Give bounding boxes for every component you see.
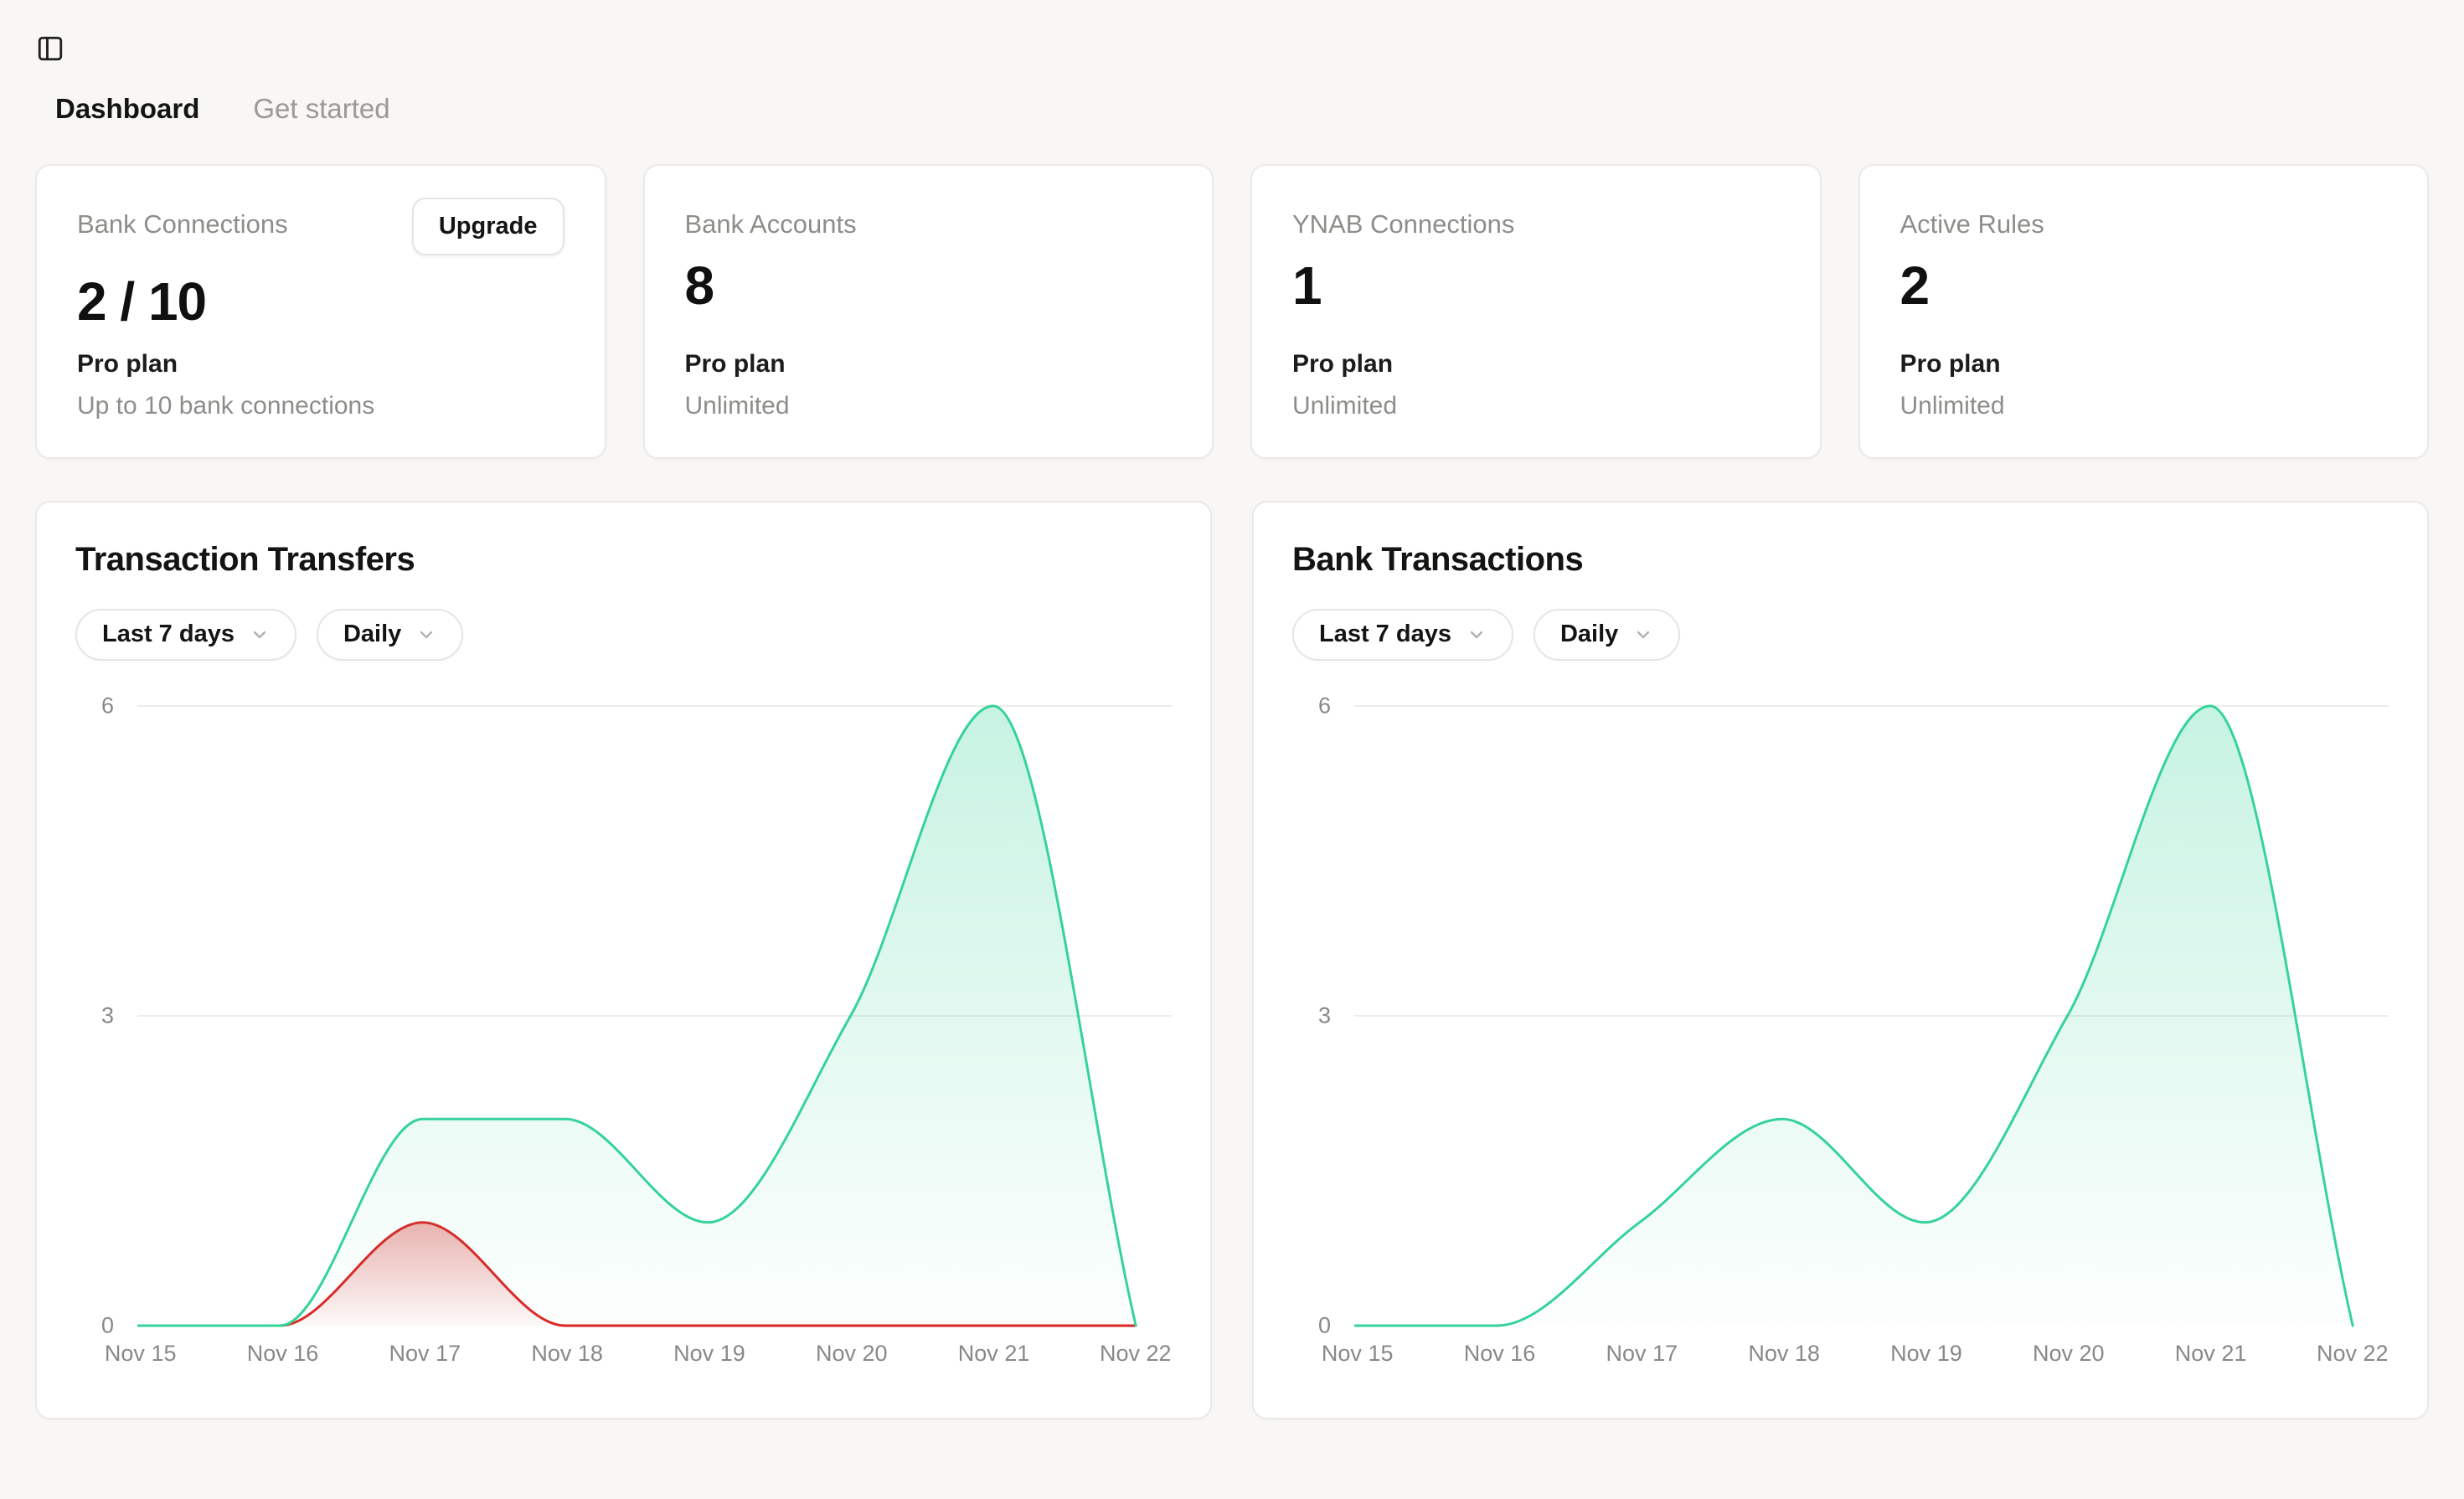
stat-title: Bank Accounts <box>684 209 857 239</box>
stat-value: 8 <box>684 255 715 316</box>
y-axis-tick: 6 <box>101 693 114 719</box>
plan-detail: Up to 10 bank connections <box>77 391 375 420</box>
x-axis-tick: Nov 22 <box>1099 1340 1172 1366</box>
x-axis-tick: Nov 22 <box>2316 1340 2389 1366</box>
x-axis-tick: Nov 15 <box>1321 1340 1394 1366</box>
chart-title: Transaction Transfers <box>75 540 415 578</box>
series-line-transactions <box>1354 704 2354 1327</box>
range-select-label: Last 7 days <box>102 621 235 648</box>
main-content: Bank Connections Upgrade 2 / 10 Pro plan… <box>0 163 2464 1419</box>
x-axis-tick: Nov 18 <box>1748 1340 1820 1366</box>
panel-left-icon <box>36 34 64 63</box>
transaction-transfers-plot: 6 3 0 <box>75 693 1172 1374</box>
stat-title: Bank Connections <box>77 209 288 239</box>
x-axis-tick: Nov 17 <box>389 1340 461 1366</box>
x-axis-tick: Nov 20 <box>815 1340 888 1366</box>
x-axis: Nov 15 Nov 16 Nov 17 Nov 18 Nov 19 Nov 2… <box>105 1340 1172 1374</box>
stat-value: 2 <box>1900 255 1930 316</box>
x-axis-tick: Nov 20 <box>2032 1340 2105 1366</box>
range-select[interactable]: Last 7 days <box>1292 608 1513 661</box>
plan-name: Pro plan <box>1292 349 1394 378</box>
stats-row: Bank Connections Upgrade 2 / 10 Pro plan… <box>35 163 2429 459</box>
bank-transactions-plot: 6 3 0 Nov 15 Nov 16 Nov 17 Nov 18 <box>1292 693 2389 1374</box>
stat-title: YNAB Connections <box>1292 209 1515 239</box>
x-axis-tick: Nov 18 <box>531 1340 603 1366</box>
plan-name: Pro plan <box>1900 349 2001 378</box>
stat-card-bank-accounts: Bank Accounts 8 Pro plan Unlimited <box>642 163 1214 459</box>
x-axis-tick: Nov 16 <box>246 1340 319 1366</box>
upgrade-button[interactable]: Upgrade <box>411 197 564 255</box>
chevron-down-icon <box>250 625 270 645</box>
granularity-select[interactable]: Daily <box>1533 608 1681 661</box>
x-axis-tick: Nov 16 <box>1463 1340 1536 1366</box>
y-axis: 6 3 0 <box>1292 693 1354 1374</box>
chevron-down-icon <box>1467 625 1487 645</box>
chart-card-bank-transactions: Bank Transactions Last 7 days Daily <box>1252 500 2429 1419</box>
stat-card-active-rules: Active Rules 2 Pro plan Unlimited <box>1858 163 2429 459</box>
x-axis-tick: Nov 15 <box>104 1340 177 1366</box>
stat-title: Active Rules <box>1900 209 2044 239</box>
stat-value: 2 / 10 <box>77 270 207 332</box>
range-select-label: Last 7 days <box>1319 621 1451 648</box>
series-area-transactions <box>1354 705 2353 1326</box>
y-axis-tick: 3 <box>101 1002 114 1028</box>
area-chart <box>137 704 1172 1327</box>
chart-title: Bank Transactions <box>1292 540 1584 578</box>
tab-get-started[interactable]: Get started <box>253 93 390 124</box>
granularity-select[interactable]: Daily <box>316 608 464 661</box>
granularity-select-label: Daily <box>343 621 402 648</box>
charts-row: Transaction Transfers Last 7 days Daily <box>35 500 2429 1419</box>
x-axis-tick: Nov 17 <box>1606 1340 1678 1366</box>
x-axis: Nov 15 Nov 16 Nov 17 Nov 18 Nov 19 Nov 2… <box>1322 1340 2389 1374</box>
y-axis: 6 3 0 <box>75 693 137 1374</box>
plan-detail: Unlimited <box>1900 391 2005 420</box>
area-chart <box>1354 704 2389 1327</box>
page-tabs: Dashboard Get started <box>55 92 2464 126</box>
x-axis-tick: Nov 19 <box>673 1340 745 1366</box>
x-axis-tick: Nov 19 <box>1890 1340 1962 1366</box>
y-axis-tick: 0 <box>101 1312 114 1338</box>
stat-card-ynab-connections: YNAB Connections 1 Pro plan Unlimited <box>1250 163 1822 459</box>
chevron-down-icon <box>1633 625 1653 645</box>
sidebar-toggle-button[interactable] <box>32 30 69 67</box>
tab-dashboard[interactable]: Dashboard <box>55 93 200 124</box>
y-axis-tick: 0 <box>1317 1312 1331 1338</box>
stat-value: 1 <box>1292 255 1322 316</box>
series-line-transfers <box>137 704 1137 1327</box>
plan-detail: Unlimited <box>684 391 790 420</box>
plan-detail: Unlimited <box>1292 391 1398 420</box>
chevron-down-icon <box>416 625 436 645</box>
y-axis-tick: 6 <box>1317 693 1331 719</box>
top-bar <box>0 0 2464 67</box>
range-select[interactable]: Last 7 days <box>75 608 296 661</box>
x-axis-tick: Nov 21 <box>957 1340 1030 1366</box>
y-axis-tick: 3 <box>1317 1002 1331 1028</box>
stat-card-bank-connections: Bank Connections Upgrade 2 / 10 Pro plan… <box>35 163 606 459</box>
plan-name: Pro plan <box>77 349 178 378</box>
chart-card-transaction-transfers: Transaction Transfers Last 7 days Daily <box>35 500 1212 1419</box>
series-area-transfers <box>137 705 1137 1326</box>
granularity-select-label: Daily <box>1559 621 1619 648</box>
x-axis-tick: Nov 21 <box>2174 1340 2247 1366</box>
plan-name: Pro plan <box>684 349 786 378</box>
